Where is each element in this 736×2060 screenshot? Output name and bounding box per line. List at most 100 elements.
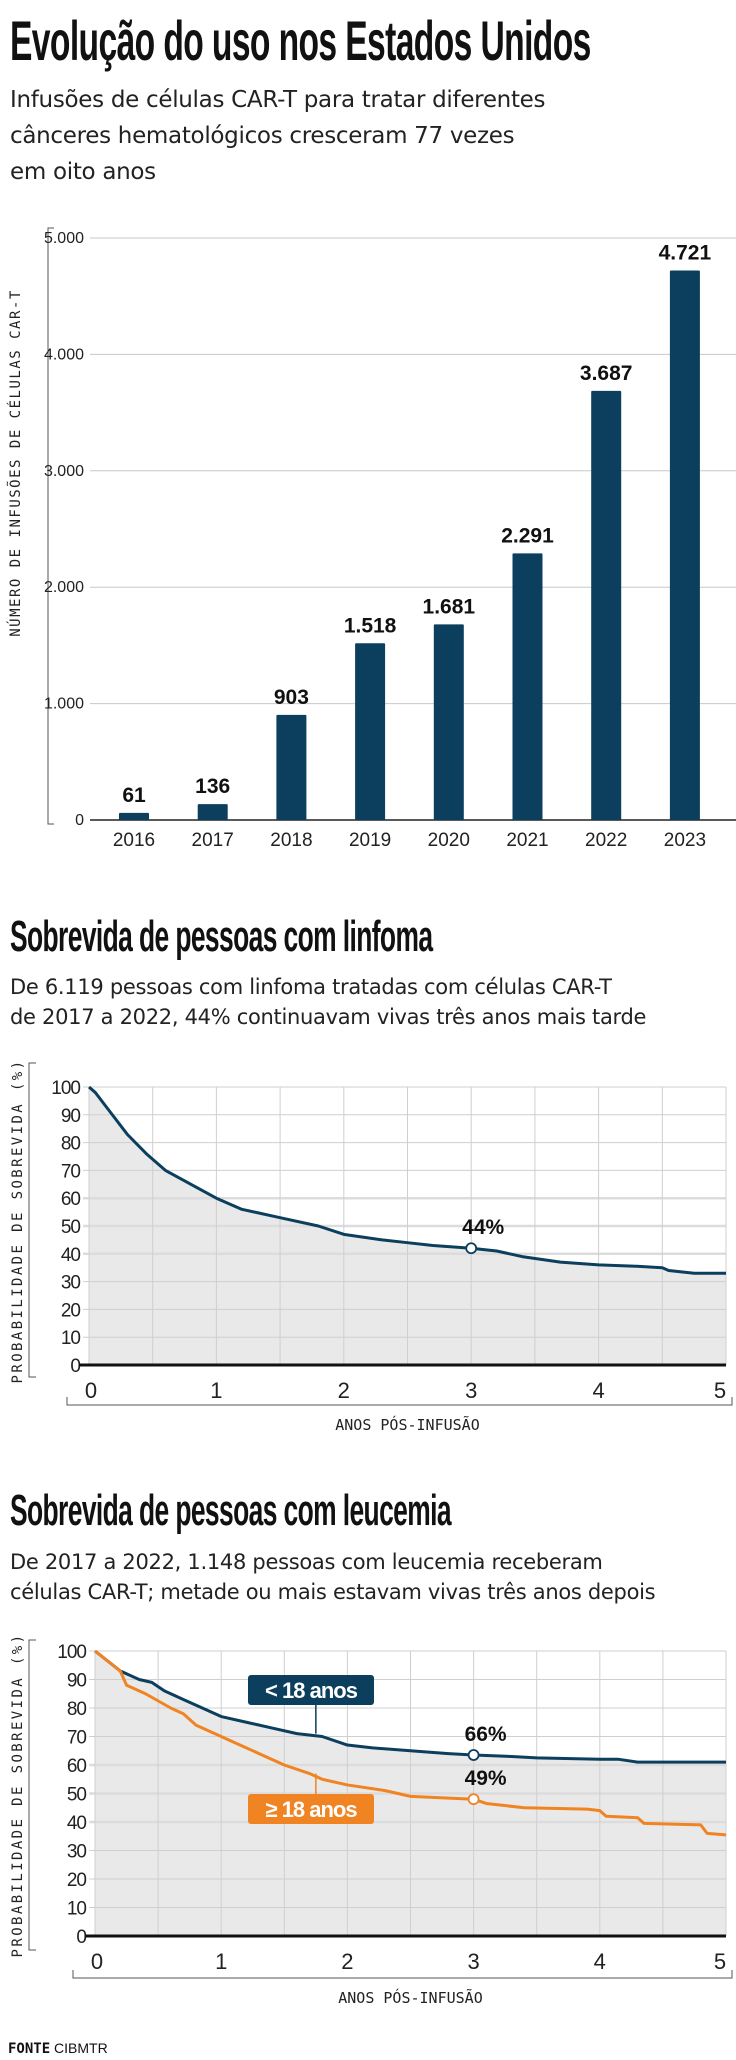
bar [512,553,543,820]
x-axis-title: ANOS PÓS-INFUSÃO [338,1988,483,2007]
y-tick-label: 4.000 [44,346,84,363]
bar [355,643,386,820]
y-axis-bracket [28,1639,36,1951]
series-line [88,1085,726,1275]
x-tick-label: 5 [714,1378,726,1403]
y-tick-label: 0 [70,1356,80,1377]
y-tick-label: 50 [67,1785,87,1806]
y-tick-label: 3.000 [44,463,84,480]
series-line [94,1649,726,1764]
legend-label: ≥ 18 anos [265,1797,357,1822]
legend-label: < 18 anos [265,1678,358,1703]
subtitle-line: em oito anos [10,159,156,185]
x-tick-label: 2023 [664,830,706,851]
annotation-label: 44% [462,1216,504,1239]
bar-value-label: 61 [122,784,146,807]
bar [669,270,700,820]
y-tick-label: 30 [61,1273,81,1294]
x-tick-label: 2019 [349,830,391,851]
y-tick-label: 80 [67,1699,87,1720]
y-tick-label: 10 [67,1899,87,1920]
subtitle-line: De 6.119 pessoas com linfoma tratadas co… [10,975,612,999]
y-tick-label: 50 [61,1217,81,1238]
subtitle-line: Infusões de células CAR-T para tratar di… [10,87,546,113]
y-tick-label: 70 [67,1728,87,1749]
bar-value-label: 1.518 [344,614,397,637]
series-line [94,1649,727,1837]
x-tick-label: 2017 [192,830,234,851]
section-title-linfoma: Sobrevida de pessoas com linfoma [10,912,433,961]
x-tick-label: 2020 [428,830,470,851]
legend-box [248,1675,374,1705]
page-subtitle: Infusões de células CAR-T para tratar di… [10,82,546,190]
y-tick-label: 0 [76,1927,86,1948]
annotation-marker [465,1242,478,1255]
subtitle-line: de 2017 a 2022, 44% continuavam vivas tr… [10,1005,647,1029]
x-axis-title: ANOS PÓS-INFUSÃO [335,1415,480,1434]
x-tick-label: 0 [85,1378,97,1403]
bar-value-label: 903 [274,686,309,709]
x-axis-bracket [72,1970,733,1979]
section-title-leucemia: Sobrevida de pessoas com leucemia [10,1486,452,1535]
annotation-marker [467,1749,480,1761]
footer-source: FONTE CIBMTR [8,2040,108,2057]
y-tick-label: 20 [67,1870,87,1891]
subtitle-line: cânceres hematológicos cresceram 77 veze… [10,123,515,149]
x-tick-label: 1 [215,1949,227,1974]
x-tick-label: 3 [467,1949,479,1974]
area-fill [89,1087,726,1365]
y-tick-label: 30 [67,1842,87,1863]
section-subtitle-leucemia: De 2017 a 2022, 1.148 pessoas com leucem… [10,1547,656,1607]
y-tick-label: 70 [61,1161,81,1182]
page-title: Evolução do uso nos Estados Unidos [10,9,591,72]
x-axis-bracket [66,1397,733,1406]
footer-source-name: CIBMTR [54,2040,108,2056]
bar [197,804,228,820]
x-tick-label: 3 [465,1378,477,1403]
x-tick-label: 2022 [585,830,627,851]
y-tick-label: 0 [75,812,84,829]
y-axis-bracket [28,1062,36,1378]
y-tick-label: 5.000 [44,230,84,247]
y-tick-label: 20 [61,1300,81,1321]
x-tick-label: 4 [594,1949,606,1974]
x-tick-label: 4 [592,1378,604,1403]
subtitle-line: células CAR-T; metade ou mais estavam vi… [10,1580,656,1604]
x-tick-label: 1 [210,1378,222,1403]
y-tick-label: 2.000 [44,579,84,596]
y-tick-label: 40 [67,1813,87,1834]
bar [276,714,307,820]
annotation-marker [467,1793,480,1806]
bar-value-label: 136 [195,775,230,798]
bar-value-label: 1.681 [423,595,476,618]
y-tick-label: 1.000 [44,696,84,713]
y-tick-label: 100 [57,1642,86,1663]
bar [591,390,622,820]
y-tick-label: 100 [51,1078,80,1099]
bar-value-label: 4.721 [659,241,712,264]
annotation-label: 66% [465,1723,507,1746]
y-tick-label: 90 [61,1106,81,1127]
y-axis-title: PROBABILIDADE DE SOBREVIDA (%) [10,1633,26,1958]
bar-value-label: 3.687 [580,362,633,385]
y-axis-title: NÚMERO DE INFUSÕES DE CÉLULAS CAR-T [6,289,24,637]
bar-value-label: 2.291 [501,524,554,547]
y-axis-bracket [47,227,54,825]
y-tick-label: 40 [61,1245,81,1266]
bar [433,624,464,820]
y-tick-label: 10 [61,1328,81,1349]
x-tick-label: 0 [91,1949,103,1974]
subtitle-line: De 2017 a 2022, 1.148 pessoas com leucem… [10,1550,603,1574]
x-tick-label: 2021 [506,830,548,851]
x-tick-label: 2018 [270,830,312,851]
y-tick-label: 60 [67,1756,87,1777]
x-tick-label: 2 [338,1378,350,1403]
bar [119,812,149,820]
y-tick-label: 80 [61,1134,81,1155]
x-tick-label: 2016 [113,830,155,851]
legend-box [248,1794,374,1824]
annotation-label: 49% [465,1767,507,1790]
y-axis-title: PROBABILIDADE DE SOBREVIDA (%) [10,1059,26,1384]
section-subtitle-linfoma: De 6.119 pessoas com linfoma tratadas co… [10,972,646,1032]
y-tick-label: 90 [67,1671,87,1692]
